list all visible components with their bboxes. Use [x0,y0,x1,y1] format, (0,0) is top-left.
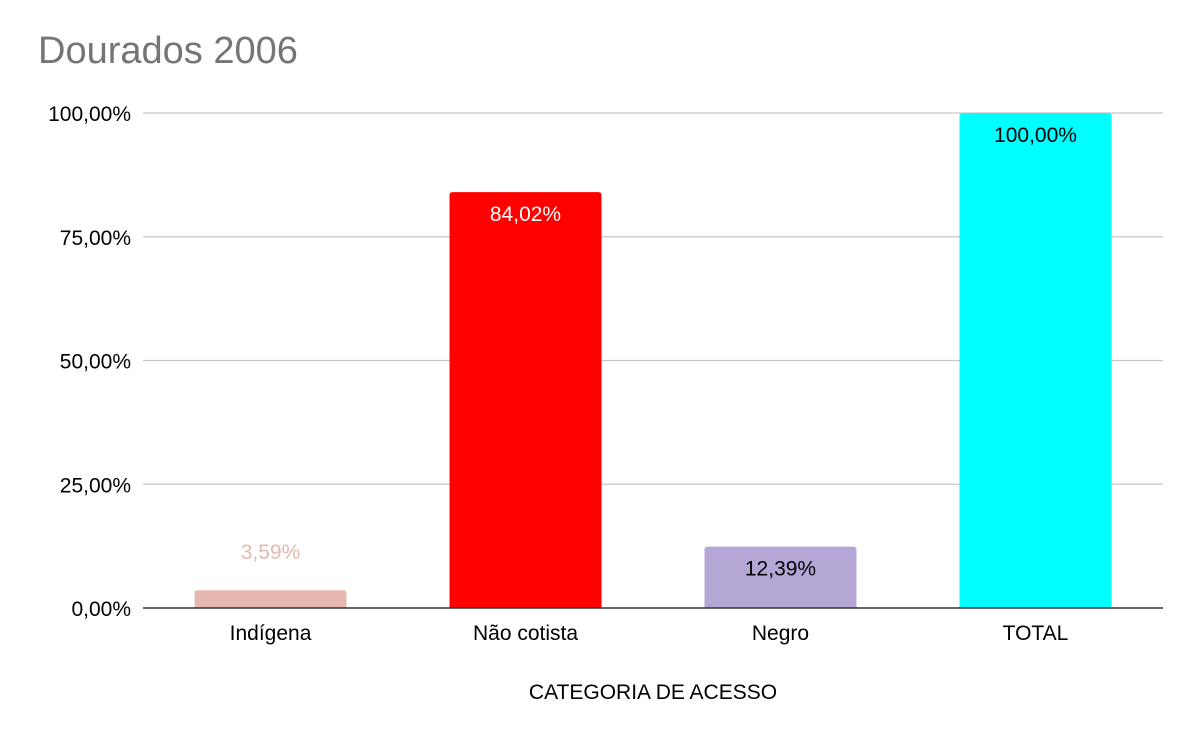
y-tick-label: 25,00% [60,474,131,497]
data-label: 100,00% [994,124,1077,147]
y-tick-label: 0,00% [71,598,131,621]
y-tick-label: 50,00% [60,351,131,374]
chart-title: Dourados 2006 [38,30,298,72]
data-label: 3,59% [241,541,301,564]
x-axis-title: CATEGORIA DE ACESSO [529,681,777,704]
bar [959,113,1112,608]
x-tick-label: TOTAL [1003,622,1069,645]
y-tick-label: 100,00% [48,103,131,126]
y-tick-label: 75,00% [60,227,131,250]
data-label: 84,02% [490,203,561,226]
x-tick-label: Indígena [230,622,312,645]
data-label: 12,39% [745,558,816,581]
bar [449,192,602,608]
bar [194,590,347,608]
x-tick-label: Não cotista [473,622,578,645]
bar [704,546,857,608]
x-tick-label: Negro [752,622,809,645]
